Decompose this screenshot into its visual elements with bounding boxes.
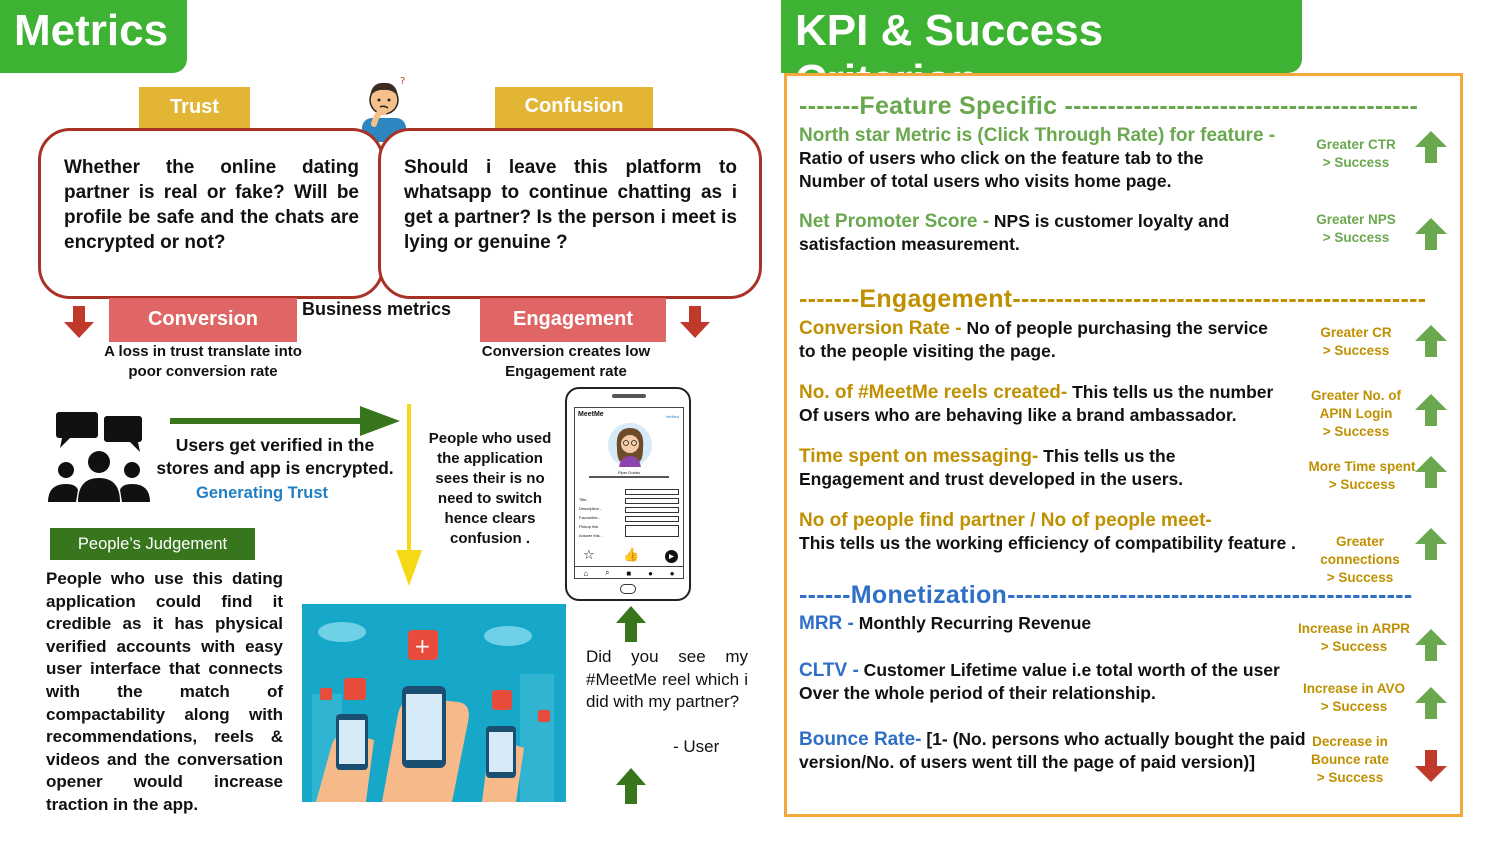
used-app-text: People who used the application sees their… — [428, 430, 552, 547]
verified-badge: Verified — [665, 414, 679, 419]
success-criterion: More Time spent > Success — [1308, 459, 1416, 492]
svg-text:?: ? — [400, 76, 405, 87]
kpi-item: Conversion Rate - No of people purchasin… — [799, 318, 1268, 361]
video-icon[interactable]: ■ — [626, 568, 632, 578]
avatar — [608, 423, 652, 467]
success-criterion: Increase in ARPR > Success — [1297, 621, 1411, 654]
judgement-tag: People’s Judgement — [50, 528, 255, 560]
conversion-tag: Conversion — [109, 298, 297, 342]
down-arrow-icon — [680, 306, 710, 338]
profile-field: Pickup link — [579, 515, 681, 529]
judgement-text: People who use this dating application c… — [46, 569, 283, 814]
up-arrow-icon — [1415, 687, 1447, 719]
user-quote: Did you see my #MeetMe reel which i did … — [586, 647, 748, 712]
success-criterion: Increase in AVO > Success — [1302, 681, 1406, 714]
verified-text: Users get verified in the stores and app … — [156, 435, 394, 478]
svg-text:+: + — [414, 634, 431, 658]
phone-home-button — [620, 584, 636, 594]
kpi-item: Net Promoter Score - NPS is customer loy… — [799, 211, 1230, 254]
success-criterion: Greater connections > Success — [1320, 534, 1400, 585]
engagement-note: Conversion creates low Engagement rate — [481, 343, 651, 380]
feature-specific-heading: -------Feature Specific ----------------… — [799, 92, 1419, 120]
down-arrow-icon — [396, 404, 422, 586]
trust-tag: Trust — [139, 87, 250, 131]
generating-trust-label: Generating Trust — [196, 484, 329, 502]
profile-name: Piper Dobbs — [617, 470, 640, 475]
kpi-item: No. of #MeetMe reels created- This tells… — [799, 382, 1274, 425]
trust-bubble: Whether the online dating partner is rea… — [38, 128, 384, 299]
profile-field: Answer this - — [579, 524, 681, 538]
up-arrow-icon — [1415, 629, 1447, 661]
profile-fields: Title - Description - Favourites - Picku… — [579, 488, 681, 538]
down-arrow-icon — [1415, 750, 1447, 782]
business-metrics-label: Business metrics — [302, 299, 452, 319]
thumbs-up-icon[interactable]: 👍 — [623, 547, 640, 562]
right-arrow-icon — [170, 406, 400, 436]
bell-icon[interactable]: ● — [648, 568, 653, 578]
next-arrow-icon[interactable] — [665, 550, 678, 563]
metrics-title: Metrics — [0, 0, 187, 73]
phone-mockup: MeetMe Verified Piper Dobbs Title - Desc… — [565, 387, 691, 601]
profile-field: Description - — [579, 497, 681, 511]
profile-field: Favourites - — [579, 506, 681, 520]
quote-author: - User — [673, 737, 720, 756]
success-criterion: Greater NPS > Success — [1316, 212, 1396, 245]
up-arrow-icon — [616, 768, 646, 804]
phone-screen: MeetMe Verified Piper Dobbs Title - Desc… — [574, 407, 684, 579]
kpi-item: North star Metric is (Click Through Rate… — [799, 125, 1276, 191]
search-icon[interactable]: ⌕ — [605, 568, 610, 577]
up-arrow-icon — [1415, 456, 1447, 488]
kpi-item: Bounce Rate- [1- (No. persons who actual… — [799, 729, 1306, 772]
app-name: MeetMe — [578, 411, 604, 418]
user-icon[interactable]: ● — [669, 568, 675, 578]
conversion-note: A loss in trust translate into poor conve… — [104, 343, 302, 380]
trust-bubble-text: Whether the online dating partner is rea… — [64, 157, 359, 253]
home-icon[interactable]: ⌂ — [583, 568, 589, 578]
up-arrow-icon — [1415, 218, 1447, 250]
up-arrow-icon — [616, 606, 646, 642]
up-arrow-icon — [1415, 528, 1447, 560]
kpi-item: Time spent on messaging- This tells us t… — [799, 446, 1184, 489]
up-arrow-icon — [1415, 325, 1447, 357]
engagement-tag: Engagement — [480, 298, 666, 342]
success-criterion: Greater CR > Success — [1320, 325, 1392, 358]
monetization-heading: ------Monetization----------------------… — [799, 581, 1413, 609]
success-criterion: Decrease in Bounce rate > Success — [1310, 734, 1390, 785]
engagement-heading: -------Engagement-----------------------… — [799, 285, 1427, 313]
phone-speaker — [612, 394, 646, 398]
phone-nav-bar: ⌂ ⌕ ■ ● ● — [575, 566, 683, 579]
up-arrow-icon — [1415, 394, 1447, 426]
profile-divider — [589, 476, 669, 478]
people-chat-icon — [48, 412, 150, 502]
kpi-item: CLTV - Customer Lifetime value i.e total… — [799, 660, 1280, 703]
confusion-bubble-text: Should i leave this platform to whatsapp… — [404, 157, 737, 253]
hands-phones-illustration: + — [302, 604, 566, 802]
up-arrow-icon — [1415, 131, 1447, 163]
down-arrow-icon — [64, 306, 94, 338]
kpi-title: KPI & Success Criterion — [781, 0, 1302, 105]
kpi-item: MRR - Monthly Recurring Revenue — [799, 613, 1092, 634]
kpi-panel — [784, 73, 1463, 817]
confusion-tag: Confusion — [495, 87, 653, 131]
profile-field: Title - — [579, 488, 681, 502]
confusion-bubble: Should i leave this platform to whatsapp… — [378, 128, 762, 299]
success-criterion: Greater CTR > Success — [1316, 137, 1396, 170]
success-criterion: Greater No. of APIN Login > Success — [1310, 388, 1402, 439]
kpi-item: No of people find partner / No of people… — [799, 510, 1296, 553]
star-icon[interactable]: ☆ — [583, 547, 595, 562]
